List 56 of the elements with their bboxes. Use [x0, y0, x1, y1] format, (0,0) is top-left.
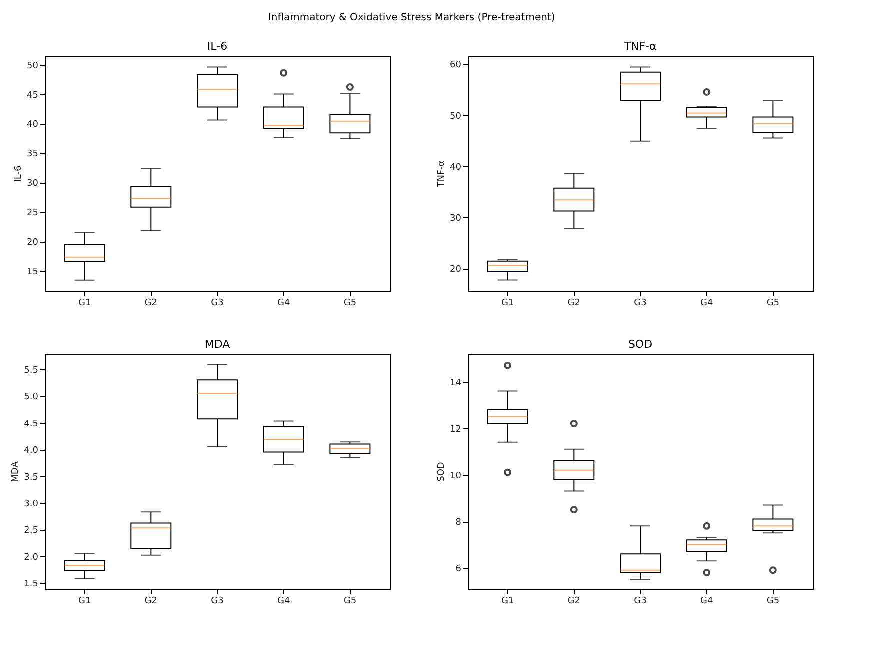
chart-title: SOD [628, 338, 653, 351]
y-tick-label: 4.0 [24, 446, 39, 456]
y-tick-label: 25 [27, 208, 38, 219]
y-tick-label: 8 [456, 518, 462, 528]
x-tick-label: G3 [211, 596, 224, 606]
x-tick-label: G4 [277, 298, 290, 308]
chart-title: TNF-α [623, 40, 657, 53]
y-tick-label: 50 [450, 112, 462, 122]
y-tick-label: 45 [27, 90, 38, 101]
y-tick-label: 15 [27, 267, 38, 278]
y-tick-label: 40 [450, 162, 462, 173]
y-tick-label: 35 [27, 150, 38, 160]
x-tick-label: G3 [211, 298, 224, 308]
x-tick-label: G1 [501, 596, 514, 606]
x-tick-label: G1 [78, 298, 92, 308]
x-tick-label: G2 [144, 298, 158, 308]
y-axis-title: MDA [11, 460, 22, 482]
y-axis-title: SOD [437, 462, 448, 482]
y-tick-label: 2.0 [24, 552, 39, 563]
x-tick-label: G4 [277, 596, 290, 606]
y-tick-label: 4.5 [24, 419, 38, 430]
y-tick-label: 6 [456, 564, 462, 575]
x-tick-label: G3 [634, 298, 647, 308]
y-tick-label: 2.5 [24, 526, 38, 536]
y-tick-label: 10 [450, 471, 462, 482]
x-tick-label: G5 [766, 596, 780, 606]
x-tick-label: G1 [501, 298, 514, 308]
y-axis-title: IL-6 [14, 165, 24, 182]
y-tick-label: 12 [450, 424, 462, 435]
x-tick-label: G5 [766, 298, 780, 308]
y-tick-label: 3.5 [24, 472, 38, 483]
x-tick-label: G2 [144, 596, 158, 606]
y-tick-label: 5.5 [24, 366, 38, 376]
x-tick-label: G2 [568, 298, 581, 308]
x-tick-label: G1 [78, 596, 92, 606]
chart-title: IL-6 [207, 40, 228, 53]
x-tick-label: G4 [700, 298, 714, 308]
x-tick-label: G2 [568, 596, 581, 606]
x-tick-label: G5 [344, 596, 357, 606]
y-tick-label: 14 [450, 378, 462, 388]
y-axis-title: TNF-α [437, 160, 448, 188]
y-tick-label: 40 [27, 120, 39, 130]
y-tick-label: 3.0 [24, 500, 39, 510]
y-tick-label: 5.0 [24, 392, 39, 403]
y-tick-label: 50 [27, 61, 39, 72]
x-tick-label: G5 [344, 298, 357, 308]
x-tick-label: G4 [700, 596, 714, 606]
y-tick-label: 20 [27, 238, 39, 248]
y-tick-label: 60 [450, 60, 462, 71]
x-tick-label: G3 [634, 596, 647, 606]
y-tick-label: 20 [450, 265, 462, 276]
y-tick-label: 1.5 [24, 580, 38, 590]
text: Inflammatory & Oxidative Stress Markers (Pre-treatment) [268, 12, 556, 24]
y-tick-label: 30 [27, 179, 39, 190]
y-tick-label: 30 [450, 214, 462, 224]
chart-title: MDA [204, 338, 231, 351]
